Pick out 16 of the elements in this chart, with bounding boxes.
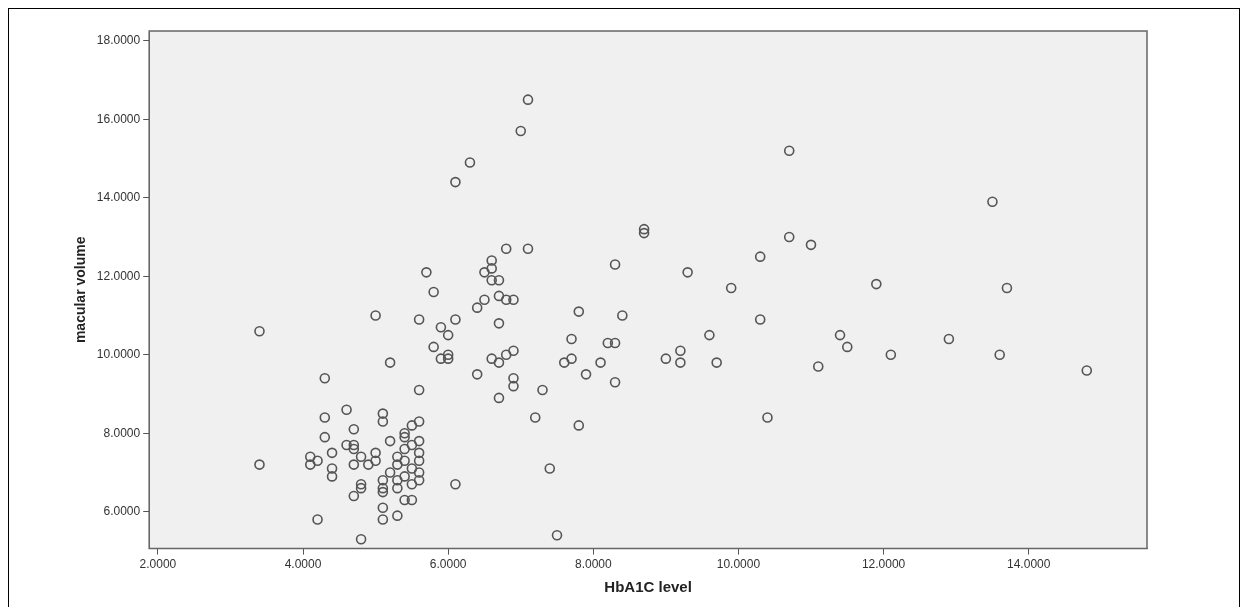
y-tick-label: 16.0000	[96, 111, 141, 126]
x-tick-label: 14.0000	[1007, 557, 1051, 572]
x-tick-label: 2.0000	[139, 557, 177, 572]
x-tick-label: 12.0000	[861, 557, 906, 572]
y-tick-label: 10.0000	[96, 347, 141, 362]
x-tick-label: 4.0000	[284, 557, 322, 572]
y-tick-label: 6.0000	[103, 504, 141, 519]
y-axis-title: macular volume	[72, 236, 89, 344]
x-tick-label: 6.0000	[429, 557, 467, 572]
y-tick-label: 18.0000	[96, 33, 141, 48]
y-tick-label: 12.0000	[96, 268, 141, 283]
x-axis-title: HbA1C level	[604, 578, 692, 596]
y-tick-label: 14.0000	[96, 190, 141, 205]
x-tick-label: 10.0000	[716, 557, 761, 572]
y-tick-label: 8.0000	[103, 425, 141, 440]
x-tick-label: 8.0000	[574, 557, 612, 572]
